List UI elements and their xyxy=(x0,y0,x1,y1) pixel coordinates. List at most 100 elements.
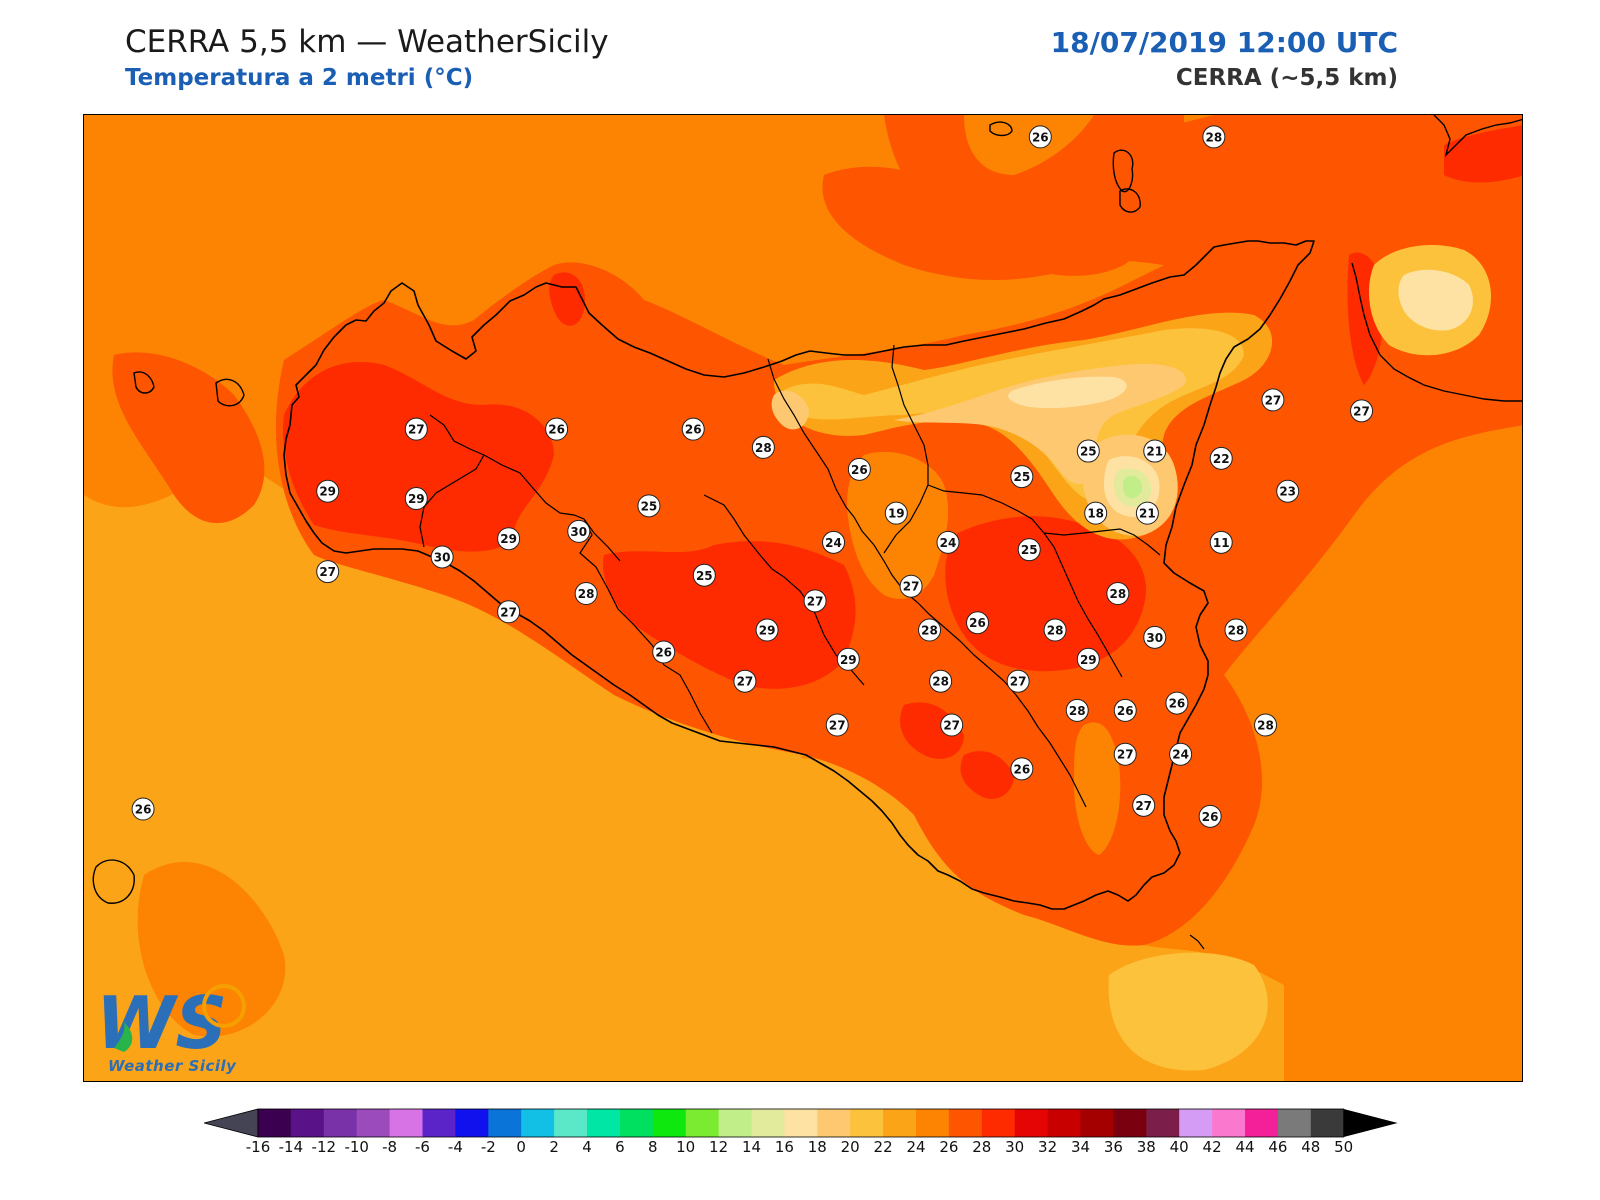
station-dot xyxy=(404,417,428,441)
colorbar-cell xyxy=(1014,1109,1049,1137)
station-marker: 29 xyxy=(497,527,521,551)
station-marker: 29 xyxy=(836,647,860,671)
station-marker: 26 xyxy=(1165,691,1189,715)
colorbar-cell xyxy=(784,1109,818,1137)
station-value: 29 xyxy=(840,653,857,667)
colorbar-cell xyxy=(817,1109,851,1137)
station-value: 29 xyxy=(1080,653,1097,667)
station-dot xyxy=(497,527,521,551)
station-value: 21 xyxy=(1139,507,1156,521)
station-marker: 26 xyxy=(1198,804,1222,828)
colorbar-cell xyxy=(1113,1109,1147,1137)
station-marker: 27 xyxy=(940,713,964,737)
station-dot xyxy=(545,417,569,441)
station-marker: 28 xyxy=(1224,618,1248,642)
station-value: 26 xyxy=(1032,130,1049,144)
station-value: 25 xyxy=(1080,445,1097,459)
station-dot xyxy=(1135,501,1159,525)
station-marker: 26 xyxy=(1010,757,1034,781)
station-value: 27 xyxy=(737,675,754,689)
station-value: 27 xyxy=(1010,675,1027,689)
colorbar-under-arrow xyxy=(204,1108,259,1138)
colorbar-cell xyxy=(1047,1109,1082,1137)
colorbar-cells xyxy=(204,1108,1398,1138)
colorbar-cell xyxy=(1277,1109,1312,1137)
field-26-28-west xyxy=(112,352,265,524)
station-value: 11 xyxy=(1213,536,1230,550)
colorbar-tick-label: 10 xyxy=(676,1138,696,1156)
station-value: 27 xyxy=(829,719,846,733)
colorbar-tick-label: 38 xyxy=(1136,1138,1156,1156)
colorbar-tick-label: 26 xyxy=(939,1138,959,1156)
colorbar-cell xyxy=(290,1109,325,1137)
colorbar-over-arrow xyxy=(1343,1109,1398,1137)
colorbar-cell xyxy=(981,1109,1016,1137)
map-panel[interactable]: 26 28 27 26 26 28 29 29 30 29 30 27 25 26 25 28 27 24 19 24… xyxy=(83,114,1523,1082)
weather-sicily-logo: WS xyxy=(96,982,246,1064)
station-dot xyxy=(1043,618,1067,642)
station-dot xyxy=(1209,446,1233,470)
station-marker: 28 xyxy=(574,582,598,606)
logo-text: Weather Sicily xyxy=(108,1057,237,1075)
station-dot xyxy=(131,797,155,821)
colorbar-cell xyxy=(1245,1109,1279,1137)
station-dot xyxy=(899,574,923,598)
malta-coast xyxy=(1189,934,1205,950)
station-marker: 11 xyxy=(1209,530,1233,554)
station-marker: 23 xyxy=(1276,479,1300,503)
station-marker: 28 xyxy=(1254,713,1278,737)
station-value: 27 xyxy=(319,565,336,579)
station-value: 29 xyxy=(319,485,336,499)
station-value: 27 xyxy=(1265,393,1282,407)
station-dot xyxy=(1202,125,1226,149)
station-dot xyxy=(1254,713,1278,737)
station-dot xyxy=(567,519,591,543)
station-dot xyxy=(1113,742,1137,766)
colorbar-tick-label: 8 xyxy=(648,1138,658,1156)
station-value: 27 xyxy=(943,719,960,733)
station-value: 30 xyxy=(434,550,451,564)
colorbar-tick-label: 14 xyxy=(741,1138,762,1156)
sun-icon xyxy=(202,984,246,1028)
station-value: 24 xyxy=(1172,748,1189,762)
station-dot xyxy=(825,713,849,737)
colorbar-cell xyxy=(850,1109,884,1137)
station-dot xyxy=(681,417,705,441)
station-value: 26 xyxy=(685,423,702,437)
station-marker: 27 xyxy=(733,669,757,693)
station-marker: 26 xyxy=(1028,125,1052,149)
colorbar-cell xyxy=(554,1109,588,1137)
station-value: 26 xyxy=(548,423,565,437)
station-marker: 29 xyxy=(404,487,428,511)
station-marker: 21 xyxy=(1135,501,1159,525)
colorbar-cell xyxy=(718,1109,753,1137)
station-value: 23 xyxy=(1279,485,1296,499)
station-value: 25 xyxy=(641,499,658,513)
field-calabria-16-18 xyxy=(1398,269,1473,331)
station-value: 26 xyxy=(969,616,986,630)
station-value: 28 xyxy=(1257,719,1274,733)
station-dot xyxy=(847,457,871,481)
colorbar-cell xyxy=(948,1109,983,1137)
station-marker: 27 xyxy=(1006,669,1030,693)
station-dot xyxy=(1276,479,1300,503)
station-marker: 24 xyxy=(1169,742,1193,766)
station-marker: 26 xyxy=(847,457,871,481)
colorbar-cell xyxy=(685,1109,720,1137)
colorbar-cell xyxy=(455,1109,489,1137)
station-value: 29 xyxy=(759,624,776,638)
station-value: 28 xyxy=(1047,624,1064,638)
colorbar-cell xyxy=(652,1109,687,1137)
station-marker: 26 xyxy=(966,611,990,635)
egadi-islands xyxy=(133,371,245,407)
field-28-30-west xyxy=(283,362,554,552)
station-value: 26 xyxy=(655,645,672,659)
station-value: 29 xyxy=(408,492,425,506)
station-marker: 25 xyxy=(637,494,661,518)
field-24-26-strait xyxy=(137,862,286,1037)
station-marker: 26 xyxy=(681,417,705,441)
station-dot xyxy=(803,589,827,613)
station-value: 25 xyxy=(1021,543,1038,557)
station-value: 28 xyxy=(932,675,949,689)
station-dot xyxy=(1084,501,1108,525)
